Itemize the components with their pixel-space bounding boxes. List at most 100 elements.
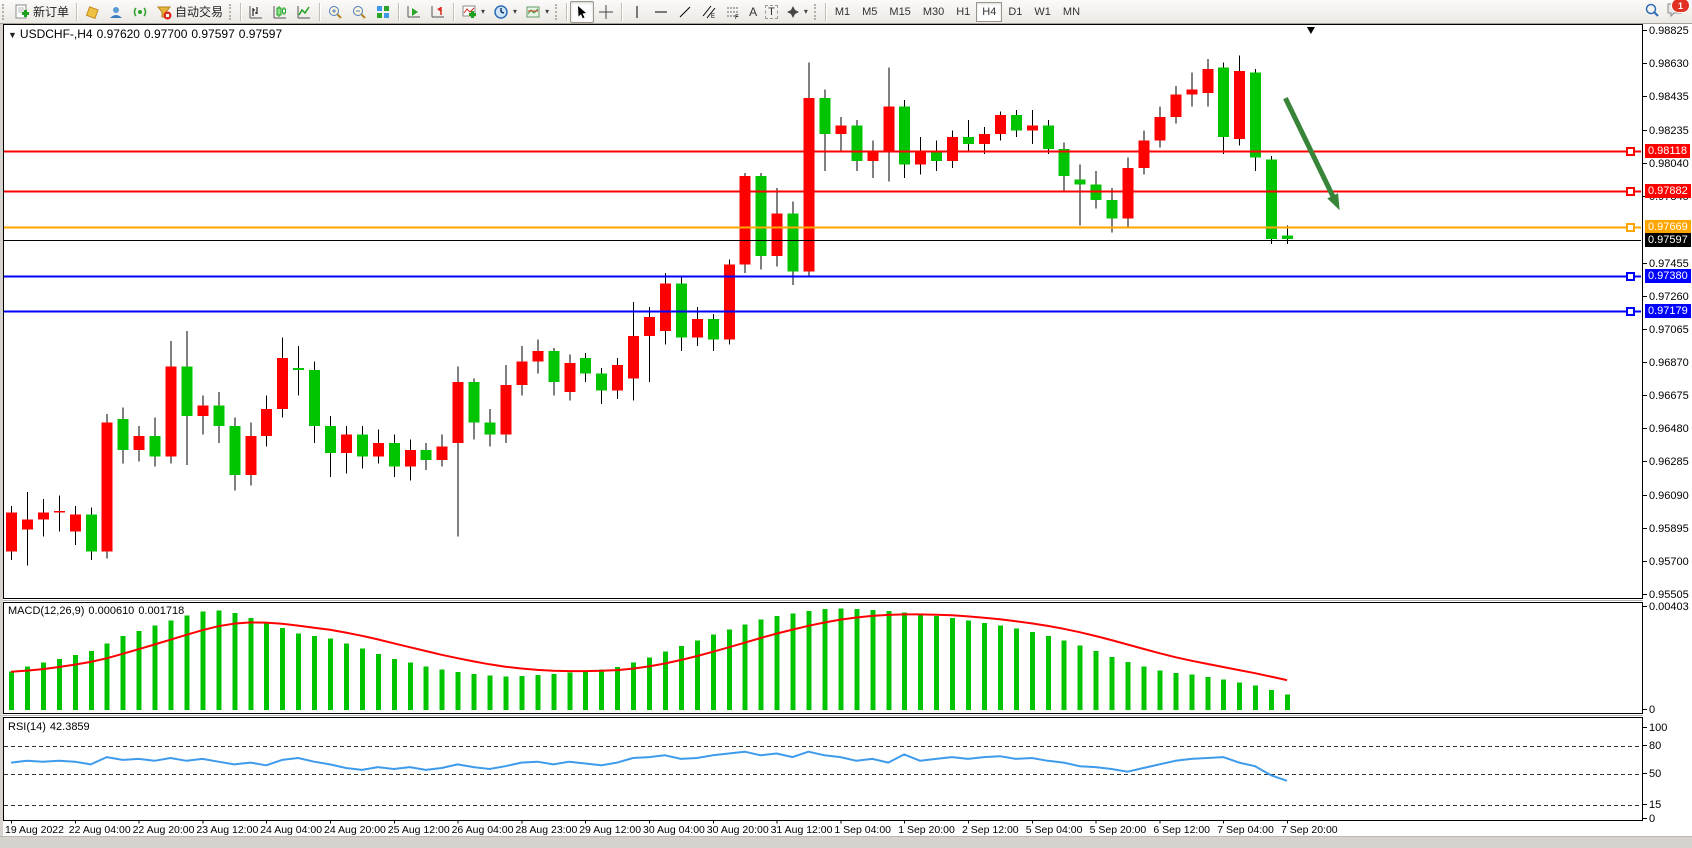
bear-candle (1042, 125, 1054, 150)
cursor-icon (574, 4, 590, 20)
periods-dropdown-caret[interactable]: ▾ (513, 7, 518, 16)
crosshair-tool-button[interactable] (594, 1, 618, 23)
horizontal-line-tool-button[interactable] (649, 1, 673, 23)
timeframe-mn[interactable]: MN (1062, 5, 1081, 18)
bull-candle (771, 213, 783, 257)
periods-button[interactable]: ▾ (489, 1, 521, 23)
price-tick-label: 0.96480 (1643, 422, 1689, 435)
community-button[interactable] (104, 1, 128, 23)
macd-histogram-bar (184, 615, 190, 710)
search-icon[interactable] (1644, 2, 1660, 21)
price-chart-canvas[interactable]: 19 Aug 2022 22 Aug 04:00 22 Aug 20:00 23 Au… (3, 24, 1643, 836)
timeframe-d1[interactable]: D1 (1008, 5, 1023, 18)
timeframe-group: M1 M5 M15 M30 H1 H4 D1 W1 MN (829, 1, 1086, 23)
macd-histogram-bar (583, 671, 589, 710)
toolbar-separator (240, 2, 242, 21)
zoom-out-icon (351, 4, 367, 20)
macd-histogram-bar (407, 662, 413, 710)
arrows-tool-button[interactable]: ▾ (782, 1, 812, 23)
time-axis-label: 31 Aug 12:00 (771, 824, 833, 836)
bull-candle (21, 519, 33, 530)
level-line-handle (1626, 272, 1635, 281)
level-price-tag: 0.97882 (1645, 184, 1691, 198)
timeframe-m5[interactable]: M5 (862, 5, 878, 18)
timeframe-h1[interactable]: H1 (956, 5, 971, 18)
bear-candle (1282, 235, 1293, 240)
timeframe-m15[interactable]: M15 (889, 5, 911, 18)
autotrade-button[interactable]: 自动交易 (152, 1, 227, 23)
signals-button[interactable] (128, 1, 152, 23)
bull-candle (1170, 94, 1182, 117)
window-bottom-edge (0, 836, 1692, 848)
arrows-dropdown-caret[interactable]: ▾ (803, 7, 808, 16)
macd-histogram-bar (503, 676, 509, 710)
macd-histogram-bar (1109, 656, 1115, 710)
price-tick-label: 0.98040 (1643, 157, 1689, 170)
level-line-handle (1626, 187, 1635, 196)
timeframe-w1[interactable]: W1 (1034, 5, 1051, 18)
bear-candle (229, 425, 241, 476)
chart-window: 19 Aug 2022 22 Aug 04:00 22 Aug 20:00 23 Au… (3, 24, 1692, 836)
notifications-button[interactable]: 1 (1666, 0, 1690, 21)
bear-candle (181, 366, 193, 416)
macd-name: MACD(12,26,9) (8, 605, 85, 617)
vertical-line-tool-button[interactable] (625, 1, 649, 23)
trendline-tool-button[interactable] (673, 1, 697, 23)
bull-candle (372, 442, 384, 457)
bar-chart-button[interactable] (244, 1, 268, 23)
cursor-tool-button[interactable] (570, 0, 595, 23)
tile-windows-button[interactable] (371, 1, 395, 23)
toolbar-separator (319, 2, 321, 21)
fibonacci-tool-button[interactable]: F (721, 1, 745, 23)
bear-candle (484, 422, 496, 435)
macd-histogram-bar (758, 619, 764, 710)
new-order-button[interactable]: 新订单 (10, 1, 73, 23)
time-axis-label: 19 Aug 2022 (5, 824, 64, 836)
indicators-dropdown-caret[interactable]: ▾ (481, 7, 486, 16)
macd-histogram-bar (216, 610, 222, 710)
macd-histogram-bar (1253, 685, 1259, 710)
bear-candle (356, 434, 368, 457)
templates-dropdown-caret[interactable]: ▾ (545, 7, 550, 16)
bear-candle (596, 373, 608, 391)
macd-histogram-bar (88, 651, 94, 710)
time-axis-label: 5 Sep 04:00 (1026, 824, 1083, 836)
bull-candle (197, 405, 209, 416)
zoom-out-button[interactable] (347, 1, 371, 23)
bull-candle (1122, 167, 1134, 219)
time-axis-label: 25 Aug 12:00 (388, 824, 450, 836)
macd-histogram-bar (56, 658, 62, 710)
bull-candle (867, 150, 879, 161)
bull-candle (564, 363, 576, 392)
chart-shift-button[interactable] (426, 1, 450, 23)
auto-scroll-button[interactable] (402, 1, 426, 23)
timeframe-h4[interactable]: H4 (976, 1, 1003, 22)
macd-histogram-bar (328, 638, 333, 710)
bull-candle (739, 176, 751, 265)
text-label-tool-button[interactable]: T (761, 1, 782, 23)
macd-histogram-bar (455, 672, 461, 710)
price-scale[interactable]: 0.98825 0.98630 0.98435 0.98235 0.98040 0.978… (1643, 24, 1692, 836)
market-button[interactable] (80, 1, 104, 23)
templates-button[interactable]: ▾ (521, 1, 553, 23)
price-tick-label: 0.98435 (1643, 90, 1689, 103)
channel-tool-button[interactable]: E (697, 1, 721, 23)
indicators-button[interactable]: ▾ (457, 1, 489, 23)
toolbar: 新订单 自动交易 (0, 0, 1692, 24)
candlestick-button[interactable] (268, 1, 292, 23)
zoom-in-button[interactable] (323, 1, 347, 23)
bull-candle (1202, 69, 1214, 94)
time-axis-label: 1 Sep 20:00 (898, 824, 955, 836)
macd-histogram-bar (471, 674, 477, 710)
line-chart-button[interactable] (292, 1, 316, 23)
macd-histogram-bar (1285, 694, 1290, 710)
macd-histogram-bar (264, 623, 270, 710)
timeframe-m1[interactable]: M1 (834, 5, 851, 18)
bull-candle (691, 318, 703, 338)
symbol-dropdown-icon[interactable]: ▼ (8, 30, 17, 40)
time-axis-label: 26 Aug 04:00 (452, 824, 514, 836)
bull-candle (436, 446, 448, 460)
timeframe-m30[interactable]: M30 (922, 5, 945, 18)
text-tool-button[interactable]: A (745, 1, 761, 23)
community-icon (108, 4, 124, 20)
